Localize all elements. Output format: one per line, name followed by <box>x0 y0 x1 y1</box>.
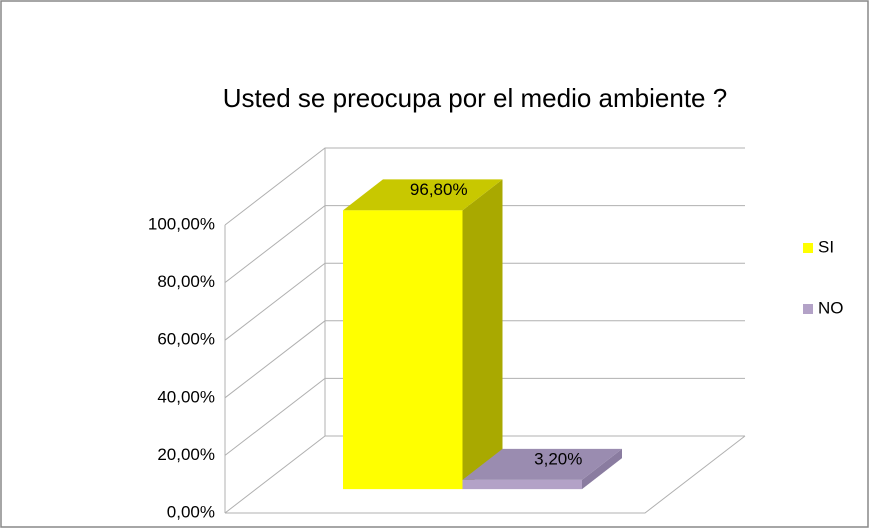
bar <box>462 479 582 490</box>
bar <box>343 210 463 490</box>
y-tick-label: 40,00% <box>157 387 215 406</box>
bar-side <box>582 448 622 490</box>
legend-label: NO <box>818 298 844 317</box>
legend-swatch <box>803 304 813 314</box>
bar-top <box>343 179 503 211</box>
y-tick-label: 20,00% <box>157 445 215 464</box>
grid-line <box>224 435 745 514</box>
grid-line <box>224 320 745 399</box>
grid-line <box>224 205 745 283</box>
grid-line <box>224 262 745 341</box>
grid-line <box>224 147 745 226</box>
y-tick-label: 0,00% <box>167 502 215 521</box>
y-tick-label: 100,00% <box>148 214 215 233</box>
legend-label: SI <box>818 237 834 256</box>
bar-side <box>462 179 503 490</box>
y-tick-label: 60,00% <box>157 330 215 349</box>
y-tick-label: 80,00% <box>157 272 215 291</box>
data-label: 96,80% <box>410 180 468 199</box>
floor <box>225 435 746 514</box>
data-label: 3,20% <box>534 449 582 468</box>
chart-title: Usted se preocupa por el medio ambiente … <box>223 83 727 113</box>
legend-swatch <box>803 243 813 253</box>
grid-line <box>224 377 745 456</box>
bar-top <box>462 448 622 480</box>
